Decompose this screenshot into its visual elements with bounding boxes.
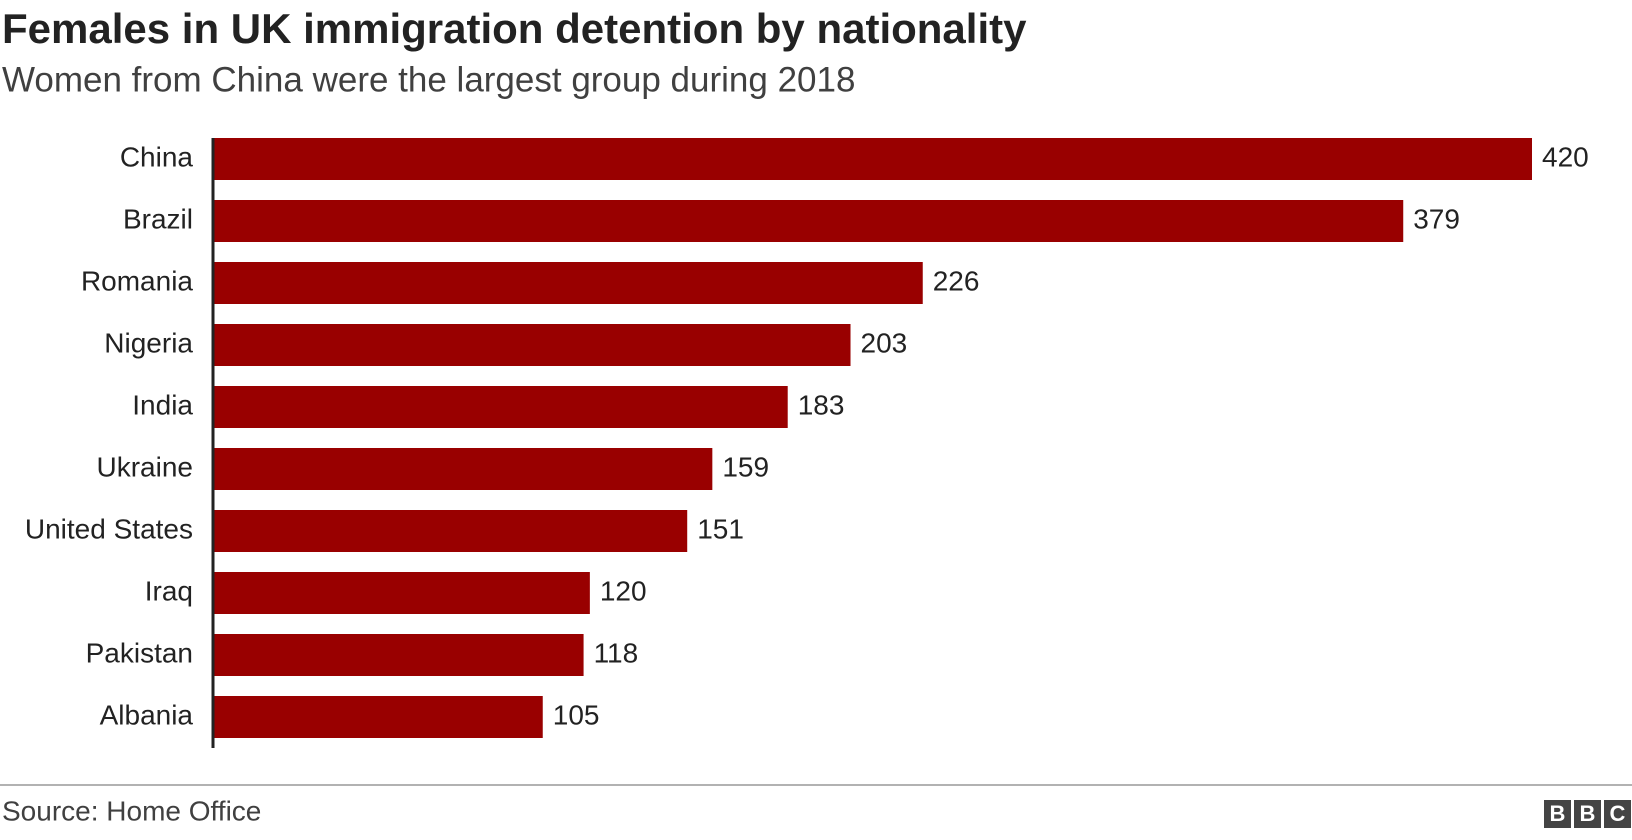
- data-label: 118: [594, 637, 639, 668]
- bar: [213, 572, 590, 614]
- bar: [213, 138, 1532, 180]
- bar: [213, 448, 713, 490]
- y-tick-label: Nigeria: [104, 327, 193, 358]
- data-label: 105: [553, 699, 600, 730]
- logo-box: [1574, 800, 1601, 828]
- logo-letter: B: [1550, 801, 1566, 826]
- y-tick-label: Ukraine: [97, 451, 193, 482]
- logo-box: [1604, 800, 1631, 828]
- y-tick-label: Iraq: [145, 575, 193, 606]
- data-label: 226: [933, 265, 980, 296]
- data-label: 183: [798, 389, 845, 420]
- bar: [213, 696, 543, 738]
- bar: [213, 324, 851, 366]
- y-tick-label: Albania: [100, 699, 194, 730]
- data-label: 420: [1542, 141, 1589, 172]
- data-label: 159: [722, 451, 769, 482]
- y-tick-label: China: [120, 141, 194, 172]
- bar: [213, 634, 584, 676]
- logo-letter: B: [1580, 801, 1596, 826]
- data-label: 151: [697, 513, 744, 544]
- source: Source: Home Office: [2, 795, 261, 826]
- bar: [213, 200, 1404, 242]
- logo-box: [1544, 800, 1571, 828]
- logo-letter: C: [1610, 801, 1626, 826]
- chart-subtitle: Women from China were the largest group …: [2, 60, 855, 99]
- data-label: 379: [1413, 203, 1460, 234]
- y-tick-label: Brazil: [123, 203, 193, 234]
- data-label: 203: [861, 327, 908, 358]
- y-tick-label: India: [132, 389, 193, 420]
- y-tick-label: United States: [25, 513, 193, 544]
- y-tick-label: Romania: [81, 265, 193, 296]
- data-label: 120: [600, 575, 647, 606]
- bar: [213, 262, 923, 304]
- bar: [213, 386, 788, 428]
- y-tick-label: Pakistan: [86, 637, 193, 668]
- chart-title: Females in UK immigration detention by n…: [2, 5, 1027, 52]
- bar: [213, 510, 688, 552]
